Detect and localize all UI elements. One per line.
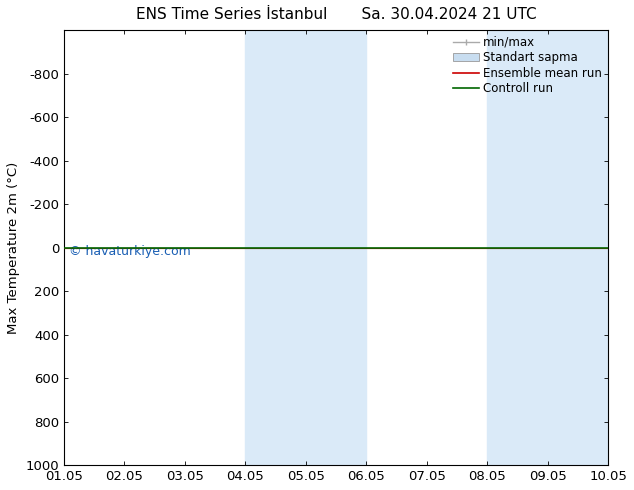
- Bar: [487, 30, 608, 465]
- Y-axis label: Max Temperature 2m (°C): Max Temperature 2m (°C): [7, 162, 20, 334]
- Title: ENS Time Series İstanbul       Sa. 30.04.2024 21 UTC: ENS Time Series İstanbul Sa. 30.04.2024 …: [136, 7, 536, 22]
- Legend: min/max, Standart sapma, Ensemble mean run, Controll run: min/max, Standart sapma, Ensemble mean r…: [450, 34, 605, 98]
- Text: © havaturkiye.com: © havaturkiye.com: [70, 245, 191, 258]
- Bar: [245, 30, 366, 465]
